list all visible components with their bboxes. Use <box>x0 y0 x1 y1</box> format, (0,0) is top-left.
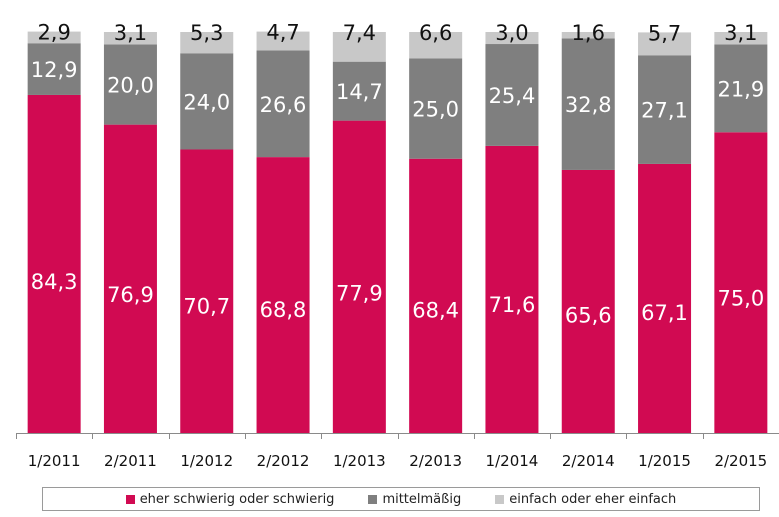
bar-medium-2-2015 <box>714 44 768 133</box>
data-label-easy-1-2014: 3,0 <box>495 21 528 45</box>
data-label-difficult-2-2015: 75,0 <box>717 287 764 311</box>
bar-easy-1-2013 <box>332 32 386 62</box>
legend-label-easy: einfach oder eher einfach <box>509 491 677 507</box>
data-label-difficult-2-2012: 68,8 <box>260 298 307 322</box>
bar-easy-2-2012 <box>256 31 310 51</box>
x-tick-label-1-2013: 1/2013 <box>333 452 386 470</box>
bar-difficult-2-2014 <box>561 169 615 433</box>
data-label-medium-2-2013: 25,0 <box>412 98 459 122</box>
legend-swatch-difficult <box>125 494 135 504</box>
stacked-bar-chart: 84,3 12,9 2,9 76,9 20,0 3,1 70,7 24,0 5,3 68,8 26,… <box>16 21 779 470</box>
data-label-medium-2-2015: 21,9 <box>717 77 764 101</box>
data-label-medium-1-2015: 27,1 <box>641 99 688 123</box>
bar-difficult-1-2013 <box>332 120 386 433</box>
bar-medium-2-2012 <box>256 50 310 158</box>
bar-difficult-1-2015 <box>638 163 692 433</box>
bar-difficult-1-2014 <box>485 145 539 433</box>
data-label-difficult-2-2014: 65,6 <box>565 304 612 328</box>
bar-easy-2-2015 <box>714 32 768 45</box>
x-tick-label-2-2013: 2/2013 <box>409 452 462 470</box>
legend-item-medium: mittelmäßig <box>368 492 461 507</box>
bar-medium-1-2014 <box>485 44 539 146</box>
x-tick-label-1-2011: 1/2011 <box>28 452 81 470</box>
bar-medium-1-2013 <box>332 61 386 121</box>
data-label-difficult-1-2014: 71,6 <box>489 293 536 317</box>
data-label-easy-2-2015: 3,1 <box>724 21 757 45</box>
bar-easy-1-2012 <box>180 32 234 54</box>
data-label-easy-1-2011: 2,9 <box>37 21 70 45</box>
bar-easy-2-2014 <box>561 32 615 39</box>
data-label-easy-2-2011: 3,1 <box>114 21 147 45</box>
data-label-medium-1-2011: 12,9 <box>31 58 78 82</box>
data-label-easy-1-2013: 7,4 <box>343 21 376 45</box>
bar-easy-1-2011 <box>27 31 81 44</box>
legend-item-easy: einfach oder eher einfach <box>495 492 676 507</box>
x-tick-label-2-2015: 2/2015 <box>714 452 767 470</box>
data-label-difficult-1-2012: 70,7 <box>183 294 230 318</box>
x-tick-label-1-2014: 1/2014 <box>486 452 539 470</box>
data-label-medium-2-2011: 20,0 <box>107 74 154 98</box>
bar-difficult-1-2012 <box>180 149 234 434</box>
data-label-easy-2-2014: 1,6 <box>572 21 605 45</box>
data-label-medium-1-2012: 24,0 <box>183 90 230 114</box>
bar-medium-2-2011 <box>103 44 157 125</box>
data-label-medium-2-2014: 32,8 <box>565 93 612 117</box>
x-tick-label-1-2015: 1/2015 <box>638 452 691 470</box>
bar-medium-1-2012 <box>180 53 234 150</box>
legend-label-medium: mittelmäßig <box>382 491 462 507</box>
bar-difficult-2-2015 <box>714 132 768 433</box>
bar-medium-2-2014 <box>561 38 615 170</box>
bar-medium-2-2013 <box>409 58 463 159</box>
data-label-easy-1-2012: 5,3 <box>190 21 223 45</box>
x-tick-label-1-2012: 1/2012 <box>180 452 233 470</box>
bar-medium-1-2015 <box>638 55 692 164</box>
data-label-difficult-1-2015: 67,1 <box>641 301 688 325</box>
x-tick-label-2-2014: 2/2014 <box>562 452 615 470</box>
data-label-easy-2-2012: 4,7 <box>266 21 299 45</box>
data-label-easy-2-2013: 6,6 <box>419 21 452 45</box>
data-label-medium-1-2014: 25,4 <box>489 84 536 108</box>
data-label-difficult-1-2013: 77,9 <box>336 281 383 305</box>
chart-legend: eher schwierig oder schwierig mittelmäßi… <box>42 487 760 511</box>
x-tick-label-2-2011: 2/2011 <box>104 452 157 470</box>
bar-easy-2-2013 <box>409 32 463 59</box>
legend-swatch-easy <box>495 494 505 504</box>
bar-difficult-2-2012 <box>256 157 310 433</box>
bar-easy-1-2015 <box>638 32 692 56</box>
data-label-medium-2-2012: 26,6 <box>260 93 307 117</box>
bar-difficult-2-2013 <box>409 158 463 433</box>
data-label-difficult-2-2013: 68,4 <box>412 299 459 323</box>
legend-item-difficult: eher schwierig oder schwierig <box>125 491 335 507</box>
data-label-difficult-2-2011: 76,9 <box>107 283 154 307</box>
legend-swatch-medium <box>368 494 378 504</box>
bar-easy-2-2011 <box>103 32 157 45</box>
data-label-easy-1-2015: 5,7 <box>648 21 681 45</box>
bar-difficult-1-2011 <box>27 94 81 433</box>
x-tick-label-2-2012: 2/2012 <box>257 452 310 470</box>
bar-easy-1-2014 <box>485 32 539 45</box>
bar-difficult-2-2011 <box>103 124 157 434</box>
data-label-difficult-1-2011: 84,3 <box>31 270 78 294</box>
bar-medium-1-2011 <box>27 43 81 95</box>
data-label-medium-1-2013: 14,7 <box>336 80 383 104</box>
legend-label-difficult: eher schwierig oder schwierig <box>139 491 335 507</box>
